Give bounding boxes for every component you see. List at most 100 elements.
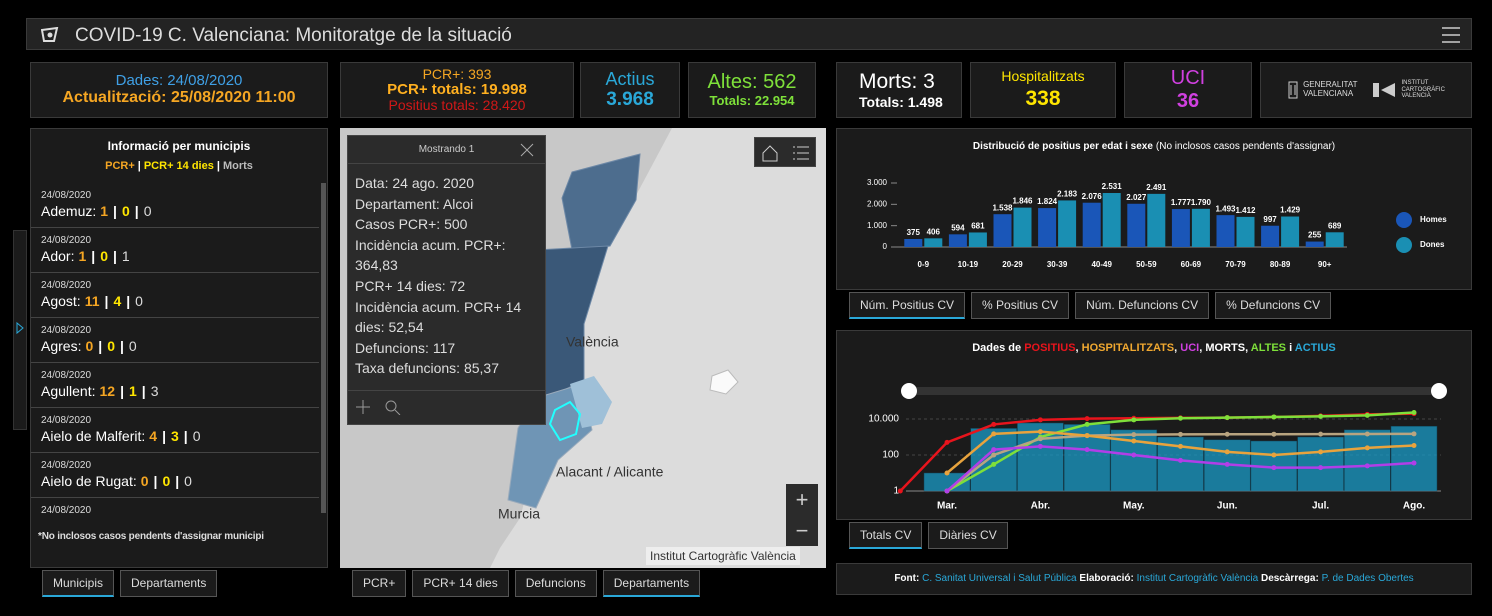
legend-label: Homes (1420, 215, 1447, 224)
series-point (991, 421, 997, 427)
region (561, 153, 641, 251)
range-slider[interactable] (907, 387, 1441, 395)
popup-line: Defuncions: 117 (355, 339, 456, 356)
municipality-row[interactable]: 24/08/2020 Agost: 11 | 4 | 0 (31, 273, 319, 318)
series-point (1037, 429, 1043, 435)
title-part: Dades de (972, 342, 1025, 354)
tab[interactable]: Departaments (602, 570, 701, 597)
separator: | (216, 160, 220, 172)
attribution: Institut Cartogràfic València (646, 547, 800, 565)
tab[interactable]: % Positius CV (971, 292, 1070, 319)
menu-button[interactable] (1441, 26, 1461, 44)
active-label: Actius (605, 68, 655, 89)
pcr-total: PCR+ totals: 19.998 (387, 81, 527, 99)
value-label: 681 (971, 222, 985, 231)
deaths-box: Morts: 3 Totals: 1.498 (836, 62, 962, 118)
slider-handle[interactable] (901, 383, 917, 399)
name: Ador: (41, 248, 75, 264)
active-bar (1344, 429, 1391, 492)
map-tool-icons[interactable] (755, 138, 817, 168)
zoom-out[interactable]: − (795, 517, 809, 543)
popup-title: Mostrando 1 (348, 136, 545, 164)
popup-actions[interactable] (356, 399, 406, 415)
tab[interactable]: Municipis (42, 570, 115, 597)
gva-emblem (1288, 81, 1298, 99)
data-date: Dades: 24/08/2020 (115, 72, 243, 90)
active-bar (1390, 425, 1438, 492)
series-point (1271, 452, 1277, 458)
bar (968, 232, 987, 247)
zoom-in[interactable]: + (795, 486, 809, 512)
value-label: 1.824 (1037, 197, 1058, 206)
series-point (1224, 431, 1230, 437)
row-values: Ador: 1 | 0 | 1 (41, 248, 319, 264)
footer: Font: C. Sanitat Universal i Salut Públi… (836, 563, 1472, 595)
logo-text: GENERALITAT (1303, 80, 1358, 90)
tab[interactable]: Diàries CV (928, 522, 1008, 549)
separator: | (98, 338, 103, 354)
side-toggle[interactable] (13, 230, 27, 430)
series-point (1037, 443, 1043, 449)
scrollbar[interactable] (321, 183, 326, 513)
x-tick-label: 90+ (1318, 260, 1332, 269)
row-values: Agost: 11 | 4 | 0 (41, 293, 319, 309)
bar (924, 238, 943, 247)
name: Aielo de Malferit: (41, 428, 146, 444)
deaths-label: Morts: 3 (859, 69, 935, 93)
municipality-row[interactable]: 24/08/2020 Agres: 0 | 0 | 0 (31, 318, 319, 363)
popup-line: Departament: Alcoi (355, 195, 474, 212)
map[interactable]: València Alacant / Alicante Murcia + − Ins… (340, 128, 826, 568)
value-label: 406 (927, 227, 941, 236)
tab[interactable]: PCR+ (352, 570, 407, 597)
logos: GENERALITAT VALENCIANA INSTITUT CARTOGRÀFI… (1260, 62, 1472, 118)
tab[interactable]: Totals CV (849, 522, 923, 549)
x-tick-label: 40-49 (1091, 260, 1112, 269)
municipality-row[interactable]: 24/08/2020 Aielo de Rugat: 0 | 0 | 0 (31, 453, 319, 498)
pcr14: 4 (113, 293, 122, 309)
series-point (1178, 431, 1183, 437)
icu-label: UCI (1170, 67, 1206, 89)
tab[interactable]: Núm. Defuncions CV (1075, 292, 1210, 319)
y-tick-label: 10.000 (868, 414, 899, 425)
municipality-row[interactable]: 24/08/2020 Agullent: 12 | 1 | 3 (31, 363, 319, 408)
y-tick-label: 1.000 (867, 221, 888, 230)
tab[interactable]: PCR+ 14 dies (412, 570, 509, 597)
y-tick-label: 2.000 (867, 199, 888, 208)
bar (1058, 200, 1077, 247)
time-chart-tabs: Totals CV Diàries CV (849, 522, 1008, 549)
series-point (991, 431, 997, 437)
row-values: Agullent: 12 | 1 | 3 (41, 383, 319, 399)
municipality-panel: Informació per municipis PCR+ | PCR+ 14 di… (30, 128, 328, 568)
name: Aielo de Rugat: (41, 473, 137, 489)
pcr-daily: PCR+: 393 (422, 66, 492, 83)
map-tabs: PCR+ PCR+ 14 dies Defuncions Departaments (352, 570, 701, 597)
pcr: 1 (78, 248, 87, 264)
deaths: 0 (192, 428, 201, 444)
title-part: POSITIUS (1024, 342, 1076, 354)
legend-item: PCR+ 14 dies (143, 160, 214, 172)
bar (1281, 216, 1300, 247)
value-label: 997 (1263, 215, 1277, 224)
slider-handle[interactable] (1431, 383, 1447, 399)
series-point (1131, 438, 1137, 444)
separator: | (91, 248, 96, 264)
municipality-row[interactable]: 24/08/2020 Ador: 1 | 0 | 1 (31, 228, 319, 273)
x-tick-label: 80-89 (1270, 260, 1291, 269)
title-part: , (1075, 342, 1082, 354)
tab[interactable]: % Defuncions CV (1215, 292, 1332, 319)
tab[interactable]: Defuncions (514, 570, 597, 597)
footer-part: Institut Cartogràfic València (1136, 573, 1259, 584)
series-point (1224, 461, 1230, 467)
series-point (991, 447, 997, 453)
pcr14: 0 (162, 473, 171, 489)
popup-divider (348, 390, 545, 391)
municipality-row[interactable]: 24/08/2020 Aielo de Malferit: 4 | 3 | 0 (31, 408, 319, 453)
tab[interactable]: Núm. Positius CV (849, 292, 966, 319)
popup-close[interactable] (520, 143, 534, 157)
municipality-row[interactable]: 24/08/2020 Ademuz: 1 | 0 | 0 (31, 183, 319, 228)
title-part: HOSPITALITZATS (1081, 342, 1175, 354)
bar (1038, 208, 1057, 247)
tab[interactable]: Departaments (120, 570, 218, 597)
popup: Mostrando 1 Data: 24 ago. 2020 Departamen… (347, 135, 546, 425)
icu-box: UCI 36 (1124, 62, 1252, 118)
